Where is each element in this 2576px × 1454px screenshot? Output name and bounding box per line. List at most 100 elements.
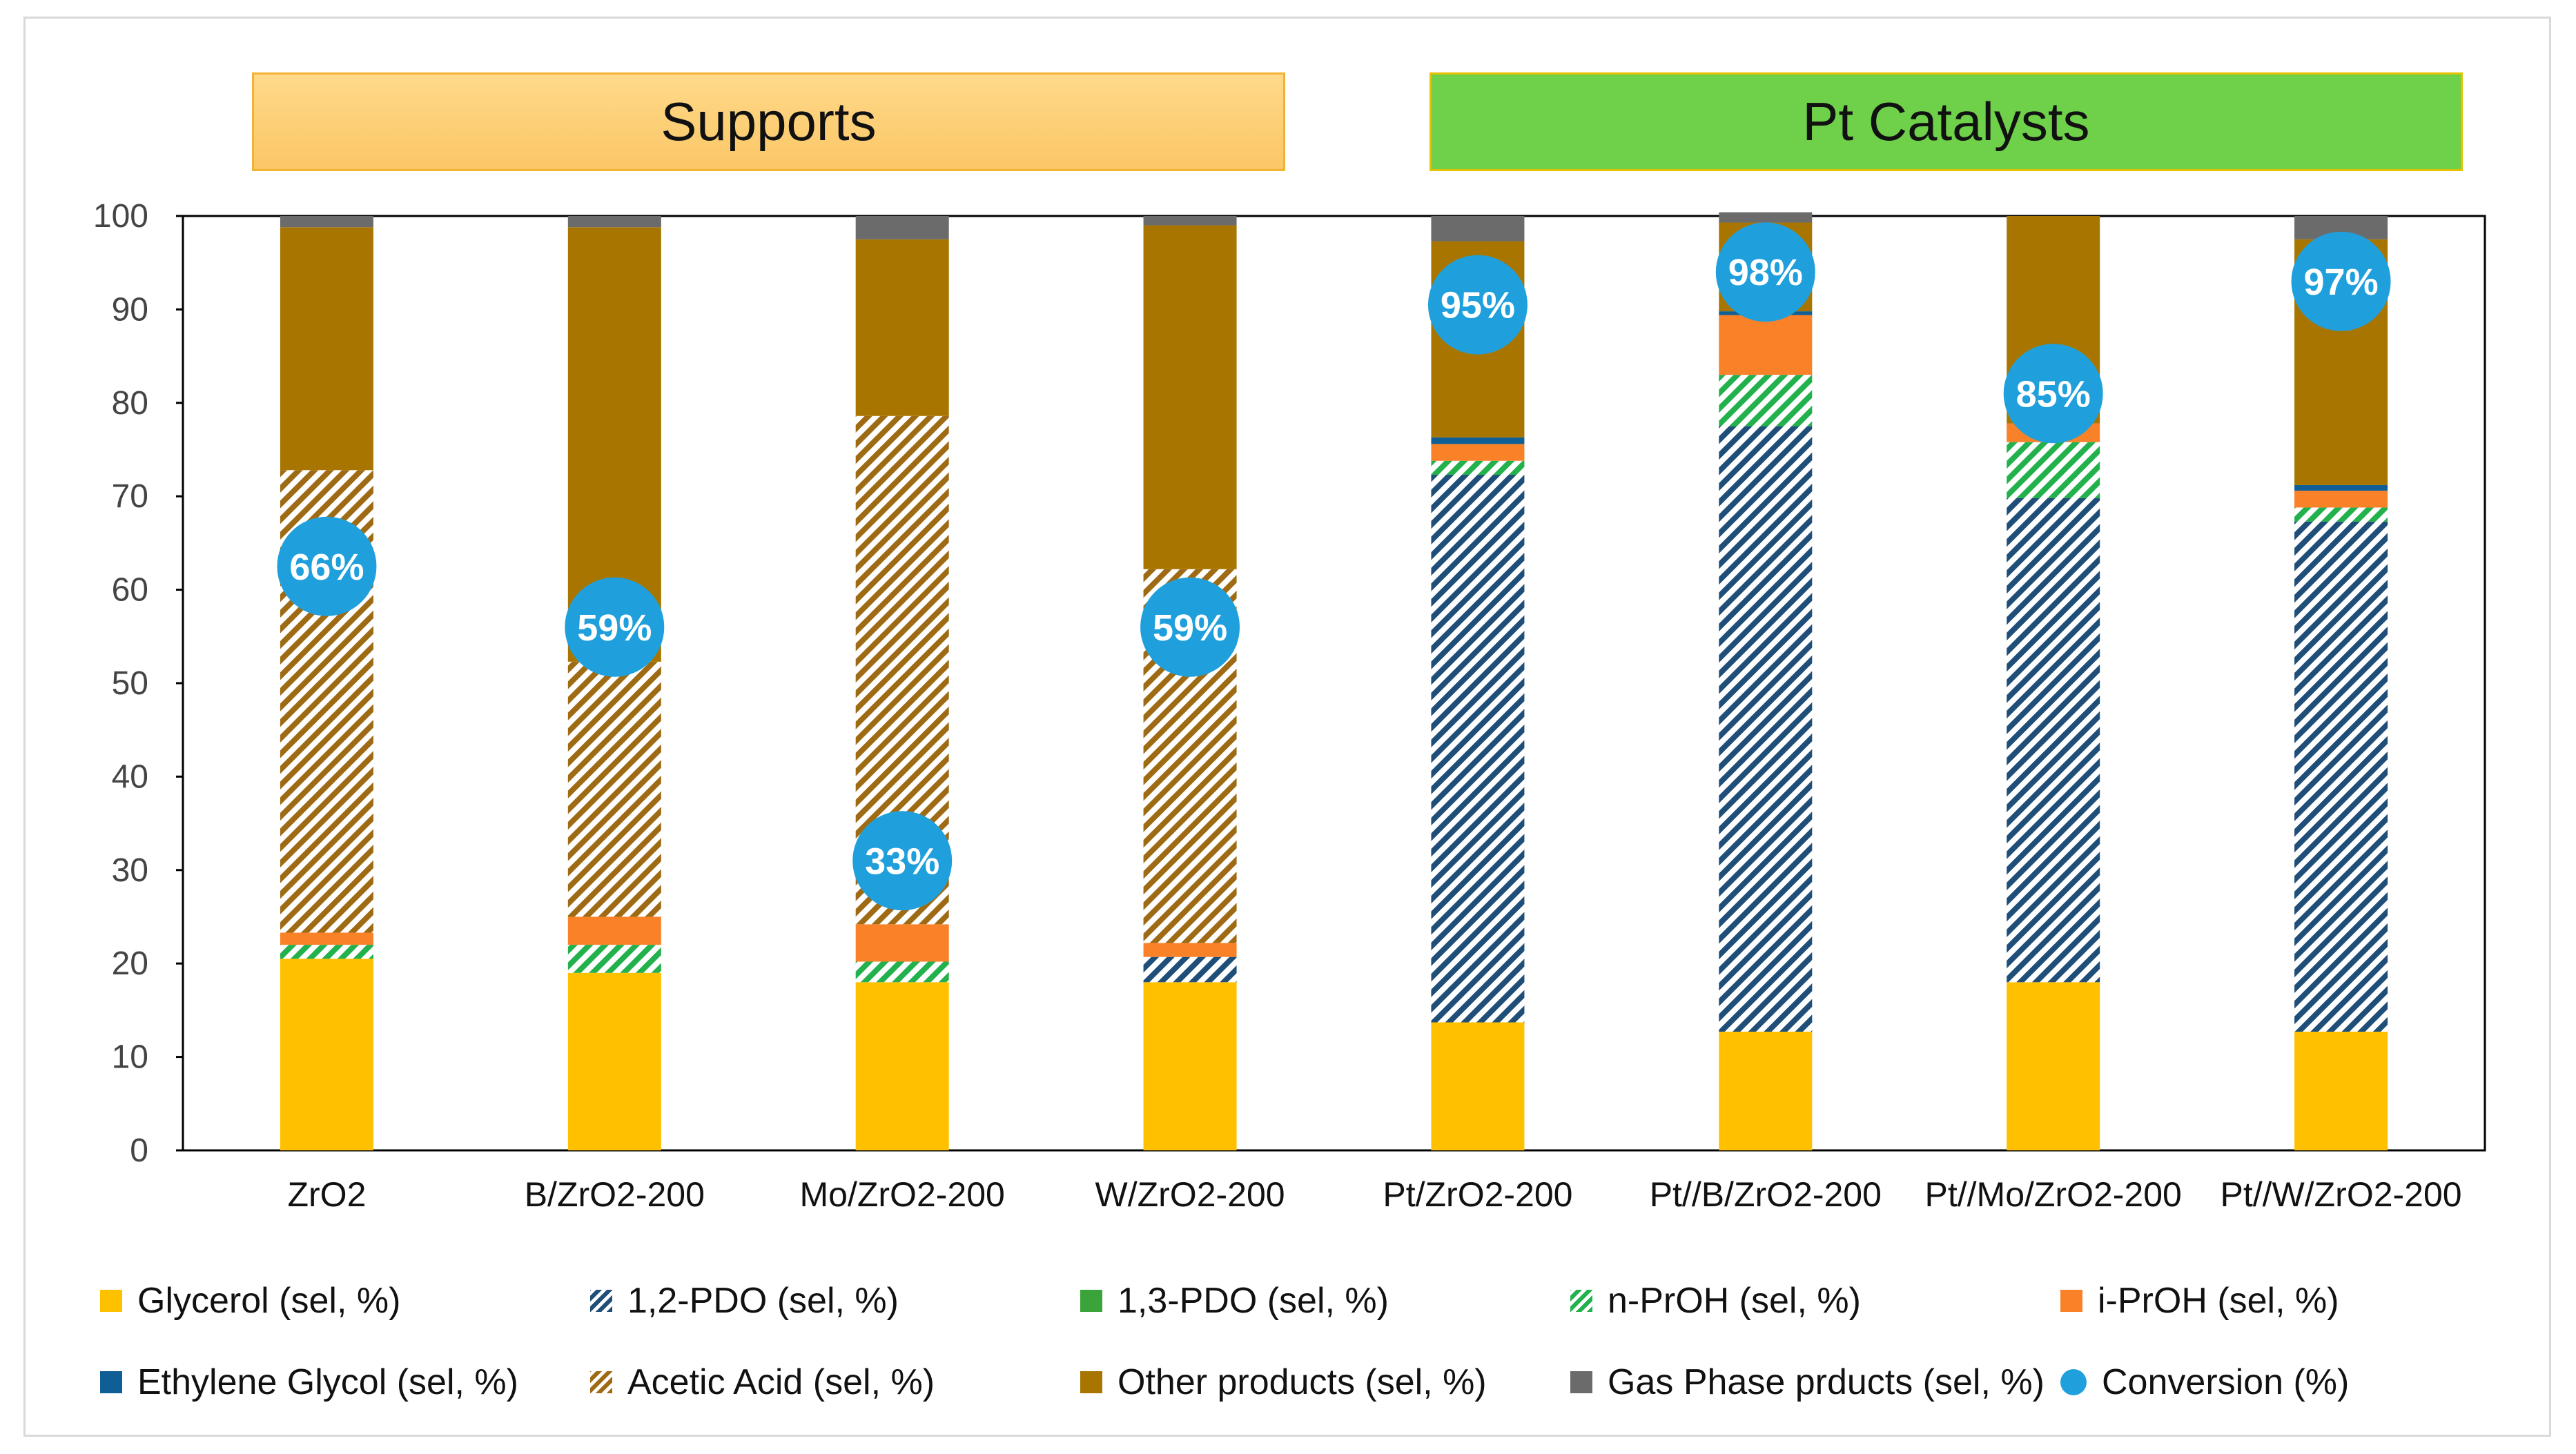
x-tick-label: ZrO2 <box>287 1175 366 1214</box>
legend-swatch <box>590 1290 612 1312</box>
bar-segment <box>1431 444 1525 461</box>
conversion-point <box>1427 255 1528 355</box>
bar-segment <box>567 945 661 973</box>
legend-item: Other products (sel, %) <box>1080 1358 1487 1406</box>
bar-segment <box>2007 442 2100 498</box>
bar-segment <box>2294 491 2388 508</box>
legend-swatch <box>2060 1369 2087 1395</box>
y-tick-label: 10 <box>112 1039 148 1076</box>
bar-segment <box>855 239 949 416</box>
conversion-label: 95% <box>1441 285 1515 326</box>
legend-item: n-PrOH (sel, %) <box>1570 1277 1861 1325</box>
legend-item: i-PrOH (sel, %) <box>2060 1277 2339 1325</box>
bar-segment <box>2294 1032 2388 1150</box>
legend-item: Conversion (%) <box>2060 1358 2349 1406</box>
chart-frame <box>23 17 2551 1437</box>
conversion-point <box>2291 231 2391 331</box>
conversion-point <box>565 577 665 677</box>
legend-label: 1,3-PDO (sel, %) <box>1118 1281 1389 1321</box>
legend-swatch <box>1570 1371 1592 1393</box>
bar-segment <box>855 961 949 983</box>
chart-axes: 0 10 20 30 40 50 60 70 80 90 100 <box>93 198 2486 1169</box>
bar-segment <box>1431 216 1525 242</box>
pt-catalysts-group-label: Pt Catalysts <box>1430 72 2463 171</box>
bar-segment <box>1143 956 1237 983</box>
conversion-point <box>1715 222 1815 322</box>
conversion-label: 85% <box>2016 373 2091 415</box>
bar-segment <box>2294 507 2388 522</box>
bar-segment <box>855 924 949 962</box>
bar-segment <box>280 945 373 959</box>
conversion-point <box>2003 344 2103 444</box>
pt-catalysts-label-text: Pt Catalysts <box>1802 91 2090 152</box>
bar-segment <box>1143 225 1237 569</box>
bar-segment <box>1719 315 1813 375</box>
bar-segment <box>855 982 949 1150</box>
bar-segment <box>567 661 661 917</box>
x-tick-label: Pt/ZrO2-200 <box>1383 1175 1572 1214</box>
x-tick-labels: ZrO2 B/ZrO2-200 Mo/ZrO2-200 W/ZrO2-200 Pt/Zr… <box>287 1175 2461 1214</box>
bar-segment <box>280 227 373 471</box>
legend-item: Ethylene Glycol (sel, %) <box>100 1358 518 1406</box>
legend-swatch <box>1080 1371 1102 1393</box>
y-tick-label: 60 <box>112 572 148 609</box>
legend-label: n-PrOH (sel, %) <box>1608 1281 1861 1321</box>
y-tick-label: 70 <box>112 478 148 515</box>
x-tick-label: B/ZrO2-200 <box>525 1175 705 1214</box>
bar-segment <box>1143 943 1237 957</box>
legend-swatch <box>590 1371 612 1393</box>
bar-segment <box>2007 498 2100 983</box>
y-tick-label: 80 <box>112 385 148 422</box>
bar-segment <box>1143 982 1237 1150</box>
conversion-markers: 66% 59% 33% 59% 95% 98% 85% 97% <box>277 222 2391 911</box>
conversion-point <box>1140 577 1240 677</box>
x-tick-label: Pt//Mo/ZrO2-200 <box>1925 1175 2182 1214</box>
bar-segment <box>855 216 949 239</box>
conversion-label: 59% <box>1153 607 1227 649</box>
legend-label: Gas Phase prducts (sel, %) <box>1608 1362 2045 1402</box>
legend-swatch <box>100 1290 122 1312</box>
bar-segment <box>280 932 373 945</box>
legend-swatch <box>2060 1290 2082 1312</box>
legend-swatch <box>100 1371 122 1393</box>
conversion-point <box>852 811 953 911</box>
legend-label: Other products (sel, %) <box>1118 1362 1487 1402</box>
bar-segment <box>567 216 661 228</box>
x-tick-label: Mo/ZrO2-200 <box>800 1175 1005 1214</box>
legend-swatch <box>1570 1290 1592 1312</box>
y-tick-label: 100 <box>93 198 148 235</box>
y-tick-label: 40 <box>112 758 148 795</box>
legend-label: i-PrOH (sel, %) <box>2098 1281 2339 1321</box>
bar-segment <box>1719 375 1813 426</box>
legend-label: Acetic Acid (sel, %) <box>627 1362 935 1402</box>
conversion-point <box>277 516 377 616</box>
legend-swatch <box>1080 1290 1102 1312</box>
legend-label: Conversion (%) <box>2102 1362 2350 1402</box>
bar-segment <box>1431 1022 1525 1150</box>
x-tick-label: Pt//B/ZrO2-200 <box>1650 1175 1882 1214</box>
conversion-label: 66% <box>289 547 364 588</box>
supports-group-label: Supports <box>252 72 1285 171</box>
legend-item: Glycerol (sel, %) <box>100 1277 400 1325</box>
conversion-label: 97% <box>2304 262 2379 303</box>
stacked-bar-chart: 0 10 20 30 40 50 60 70 80 90 100 ZrO2 B/ZrO2-200 Mo/… <box>93 198 2486 1214</box>
y-tick-label: 30 <box>112 852 148 889</box>
bar-segment <box>1431 460 1525 475</box>
x-tick-label: W/ZrO2-200 <box>1095 1175 1285 1214</box>
bar-segment <box>1719 212 1813 223</box>
chart-legend: Glycerol (sel, %) 1,2-PDO (sel, %) 1,3-PDO… <box>100 1277 2488 1428</box>
x-tick-label: Pt//W/ZrO2-200 <box>2221 1175 2462 1214</box>
legend-label: 1,2-PDO (sel, %) <box>627 1281 899 1321</box>
legend-item: Gas Phase prducts (sel, %) <box>1570 1358 2045 1406</box>
legend-item: 1,2-PDO (sel, %) <box>590 1277 899 1325</box>
bar-segment <box>1431 475 1525 1023</box>
bar-segment <box>280 216 373 228</box>
bar-segment <box>1719 426 1813 1032</box>
bar-segment <box>280 959 373 1150</box>
y-tick-label: 20 <box>112 945 148 982</box>
y-tick-label: 0 <box>130 1132 148 1169</box>
legend-label: Ethylene Glycol (sel, %) <box>137 1362 518 1402</box>
conversion-label: 33% <box>865 841 939 882</box>
conversion-label: 98% <box>1728 252 1803 293</box>
bar-segment <box>567 916 661 945</box>
